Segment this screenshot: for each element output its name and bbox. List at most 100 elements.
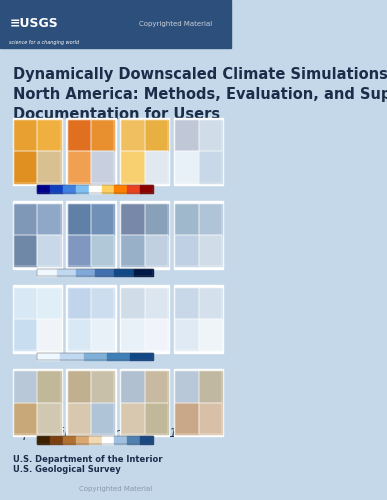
Bar: [175, 371, 199, 402]
Bar: [14, 204, 37, 235]
Bar: [91, 204, 115, 235]
Bar: [37, 269, 153, 276]
Bar: [199, 204, 222, 235]
Bar: [175, 235, 199, 266]
Bar: [37, 269, 57, 276]
Bar: [91, 288, 115, 319]
Bar: [0, 0, 231, 48]
Bar: [199, 235, 222, 266]
Bar: [37, 120, 61, 151]
Bar: [91, 402, 115, 434]
Text: Copyrighted Material: Copyrighted Material: [79, 486, 152, 492]
Bar: [68, 151, 91, 182]
Bar: [145, 402, 168, 434]
Bar: [122, 235, 145, 266]
Bar: [174, 285, 223, 352]
Bar: [50, 436, 63, 444]
Bar: [122, 288, 145, 319]
Bar: [37, 319, 61, 350]
Bar: [13, 118, 62, 185]
Bar: [122, 402, 145, 434]
Bar: [91, 319, 115, 350]
Bar: [13, 369, 62, 436]
Bar: [145, 235, 168, 266]
Bar: [199, 319, 222, 350]
Bar: [199, 151, 222, 182]
Bar: [199, 151, 222, 182]
Bar: [140, 185, 153, 192]
Bar: [145, 288, 168, 319]
Bar: [14, 235, 37, 266]
Bar: [122, 120, 145, 151]
Bar: [68, 235, 91, 266]
Bar: [101, 185, 115, 192]
Bar: [145, 120, 168, 151]
Bar: [122, 288, 145, 319]
Bar: [91, 235, 115, 266]
Bar: [14, 151, 37, 182]
Bar: [63, 185, 76, 192]
Bar: [122, 120, 145, 151]
Bar: [115, 436, 127, 444]
Bar: [91, 319, 115, 350]
Bar: [199, 120, 222, 151]
Bar: [84, 352, 107, 360]
Bar: [37, 371, 61, 402]
Bar: [175, 319, 199, 350]
Bar: [37, 235, 61, 266]
Bar: [175, 120, 199, 151]
Bar: [199, 120, 222, 151]
Bar: [145, 235, 168, 266]
Bar: [199, 402, 222, 434]
Bar: [37, 436, 153, 444]
Bar: [50, 185, 63, 192]
Text: science for a changing world: science for a changing world: [9, 40, 79, 45]
Bar: [13, 201, 62, 269]
Bar: [14, 319, 37, 350]
Text: ≡USGS: ≡USGS: [9, 17, 58, 30]
Bar: [37, 151, 61, 182]
Bar: [120, 285, 169, 352]
Bar: [101, 436, 115, 444]
Bar: [63, 436, 76, 444]
Bar: [145, 319, 168, 350]
Bar: [91, 402, 115, 434]
Bar: [67, 369, 116, 436]
Bar: [199, 288, 222, 319]
Bar: [174, 118, 223, 185]
Bar: [120, 201, 169, 269]
Bar: [122, 402, 145, 434]
Bar: [175, 288, 199, 319]
Bar: [175, 204, 199, 235]
Bar: [91, 120, 115, 151]
Bar: [175, 235, 199, 266]
Bar: [120, 369, 169, 436]
Bar: [107, 352, 130, 360]
Bar: [67, 118, 116, 185]
Bar: [199, 288, 222, 319]
Bar: [37, 436, 50, 444]
Bar: [37, 352, 153, 360]
Bar: [120, 118, 169, 185]
Bar: [68, 120, 91, 151]
Bar: [68, 319, 91, 350]
Bar: [14, 288, 37, 319]
Bar: [37, 288, 61, 319]
Bar: [115, 269, 134, 276]
Bar: [127, 185, 140, 192]
Bar: [122, 204, 145, 235]
Bar: [68, 204, 91, 235]
Bar: [175, 151, 199, 182]
Bar: [91, 120, 115, 151]
Bar: [14, 204, 37, 235]
Bar: [68, 288, 91, 319]
Bar: [145, 402, 168, 434]
Bar: [14, 371, 37, 402]
Bar: [76, 436, 89, 444]
Bar: [68, 120, 91, 151]
Bar: [57, 269, 76, 276]
Bar: [199, 204, 222, 235]
Bar: [127, 436, 140, 444]
Bar: [37, 288, 61, 319]
Bar: [37, 402, 61, 434]
